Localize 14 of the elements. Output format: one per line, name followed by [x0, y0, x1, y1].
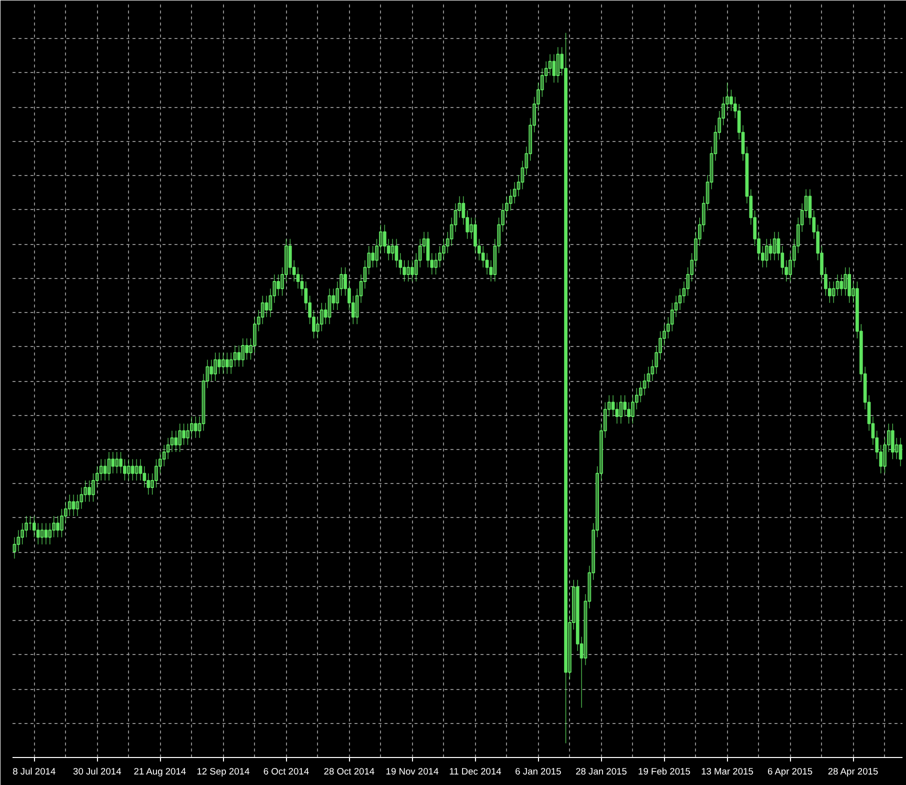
x-tick-label: 19 Nov 2014 — [386, 766, 439, 776]
x-tick-label: 6 Apr 2015 — [767, 766, 813, 776]
x-tick-label: 28 Apr 2015 — [828, 766, 878, 776]
x-tick-label: 8 Jul 2014 — [12, 766, 56, 776]
x-tick-label: 12 Sep 2014 — [196, 766, 250, 776]
x-tick-label: 28 Jan 2015 — [576, 766, 627, 776]
x-tick-label: 21 Aug 2014 — [134, 766, 186, 776]
x-tick-label: 6 Oct 2014 — [263, 766, 310, 776]
x-tick-label: 28 Oct 2014 — [324, 766, 375, 776]
x-tick-label: 11 Dec 2014 — [449, 766, 502, 776]
x-tick-label: 13 Mar 2015 — [701, 766, 754, 776]
x-tick-label: 19 Feb 2015 — [638, 766, 690, 776]
x-tick-label: 6 Jan 2015 — [515, 766, 562, 776]
x-tick-label: 30 Jul 2014 — [73, 766, 122, 776]
